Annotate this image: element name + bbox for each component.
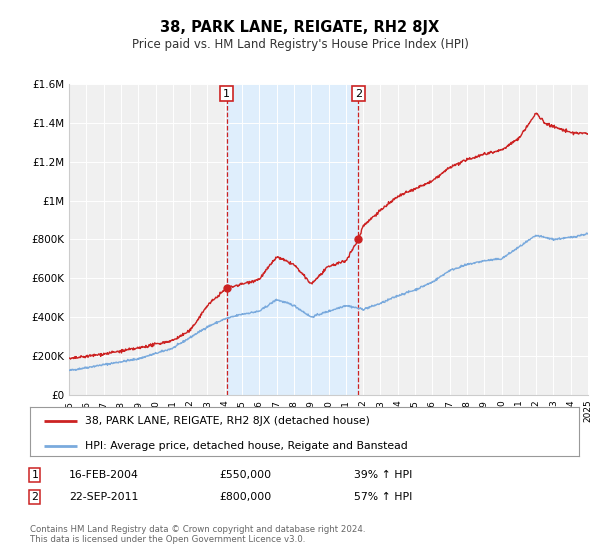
Text: 2: 2 bbox=[31, 492, 38, 502]
Text: Price paid vs. HM Land Registry's House Price Index (HPI): Price paid vs. HM Land Registry's House … bbox=[131, 38, 469, 51]
Text: 38, PARK LANE, REIGATE, RH2 8JX (detached house): 38, PARK LANE, REIGATE, RH2 8JX (detache… bbox=[85, 416, 370, 426]
Text: £550,000: £550,000 bbox=[219, 470, 271, 480]
Text: 1: 1 bbox=[223, 88, 230, 99]
Text: 39% ↑ HPI: 39% ↑ HPI bbox=[354, 470, 412, 480]
Text: This data is licensed under the Open Government Licence v3.0.: This data is licensed under the Open Gov… bbox=[30, 535, 305, 544]
Text: HPI: Average price, detached house, Reigate and Banstead: HPI: Average price, detached house, Reig… bbox=[85, 441, 407, 451]
Text: 22-SEP-2011: 22-SEP-2011 bbox=[69, 492, 139, 502]
Text: 38, PARK LANE, REIGATE, RH2 8JX: 38, PARK LANE, REIGATE, RH2 8JX bbox=[160, 20, 440, 35]
Text: 16-FEB-2004: 16-FEB-2004 bbox=[69, 470, 139, 480]
Text: Contains HM Land Registry data © Crown copyright and database right 2024.: Contains HM Land Registry data © Crown c… bbox=[30, 525, 365, 534]
Text: 1: 1 bbox=[31, 470, 38, 480]
Text: 2: 2 bbox=[355, 88, 362, 99]
Bar bbox=[227, 84, 358, 395]
Text: £800,000: £800,000 bbox=[219, 492, 271, 502]
Text: 57% ↑ HPI: 57% ↑ HPI bbox=[354, 492, 412, 502]
